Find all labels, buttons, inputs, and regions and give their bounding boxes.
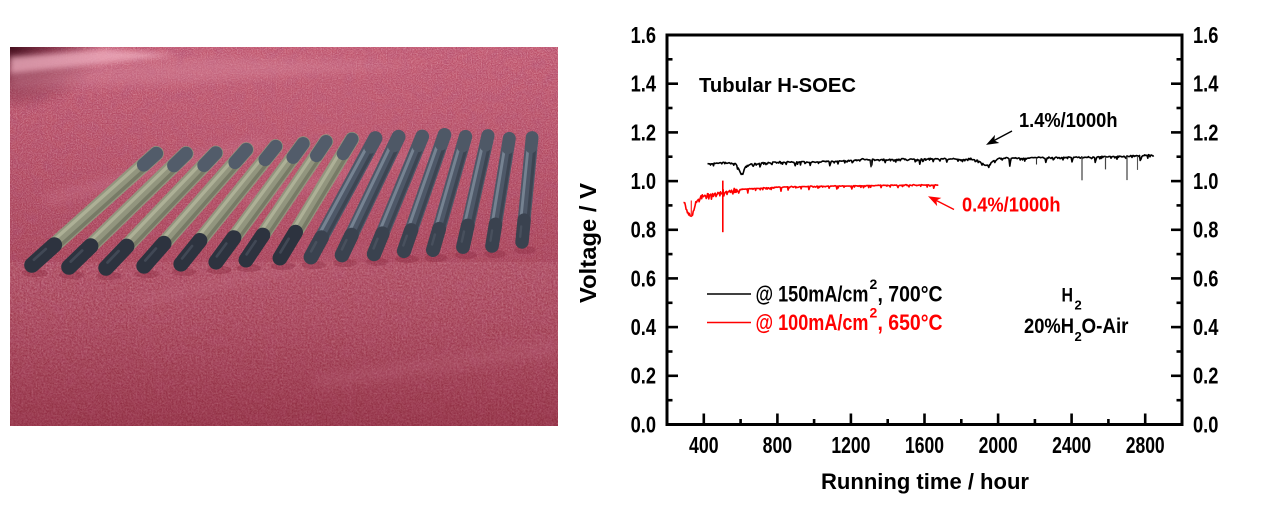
svg-text:400: 400 <box>689 432 719 458</box>
svg-text:1.6: 1.6 <box>631 22 656 48</box>
svg-text:Tubular H-SOEC: Tubular H-SOEC <box>699 75 856 97</box>
svg-text:2: 2 <box>870 276 878 292</box>
svg-text:, 700°C: , 700°C <box>878 282 943 307</box>
svg-text:1.4: 1.4 <box>1193 71 1219 97</box>
svg-text:1.0: 1.0 <box>1193 168 1218 194</box>
svg-text:1.2: 1.2 <box>1193 119 1218 145</box>
svg-text:1.4%/1000h: 1.4%/1000h <box>1019 110 1118 132</box>
svg-text:1.2: 1.2 <box>631 119 656 145</box>
svg-text:O-Air: O-Air <box>1082 315 1129 338</box>
svg-text:1200: 1200 <box>831 432 870 458</box>
svg-text:0.6: 0.6 <box>1193 265 1218 291</box>
svg-text:20%H: 20%H <box>1024 315 1074 338</box>
svg-text:0.0: 0.0 <box>631 411 656 437</box>
svg-text:2: 2 <box>1075 329 1082 344</box>
svg-text:1.0: 1.0 <box>631 168 656 194</box>
svg-text:2000: 2000 <box>979 432 1018 458</box>
svg-text:800: 800 <box>763 432 793 458</box>
svg-text:Voltage / V: Voltage / V <box>575 182 601 303</box>
svg-text:2400: 2400 <box>1052 432 1091 458</box>
svg-text:0.2: 0.2 <box>1193 363 1218 389</box>
svg-text:1600: 1600 <box>905 432 944 458</box>
svg-text:Running time / hour: Running time / hour <box>821 469 1029 494</box>
svg-text:, 650°C: , 650°C <box>878 310 943 335</box>
svg-text:2: 2 <box>870 305 878 321</box>
svg-text:H: H <box>1062 286 1074 307</box>
svg-text:@ 100mA/cm: @ 100mA/cm <box>756 310 869 335</box>
svg-text:2: 2 <box>1075 298 1082 313</box>
svg-text:1.6: 1.6 <box>1193 22 1218 48</box>
svg-text:0.0: 0.0 <box>1193 411 1218 437</box>
svg-text:1.4: 1.4 <box>631 71 657 97</box>
svg-text:0.4: 0.4 <box>631 314 657 340</box>
svg-text:0.6: 0.6 <box>631 265 656 291</box>
svg-text:0.8: 0.8 <box>1193 217 1219 243</box>
svg-text:0.8: 0.8 <box>631 217 657 243</box>
svg-text:2800: 2800 <box>1126 432 1165 458</box>
svg-text:0.4%/1000h: 0.4%/1000h <box>962 195 1061 217</box>
svg-text:@ 150mA/cm: @ 150mA/cm <box>756 282 869 307</box>
svg-text:0.4: 0.4 <box>1193 314 1219 340</box>
svg-text:0.2: 0.2 <box>631 363 656 389</box>
